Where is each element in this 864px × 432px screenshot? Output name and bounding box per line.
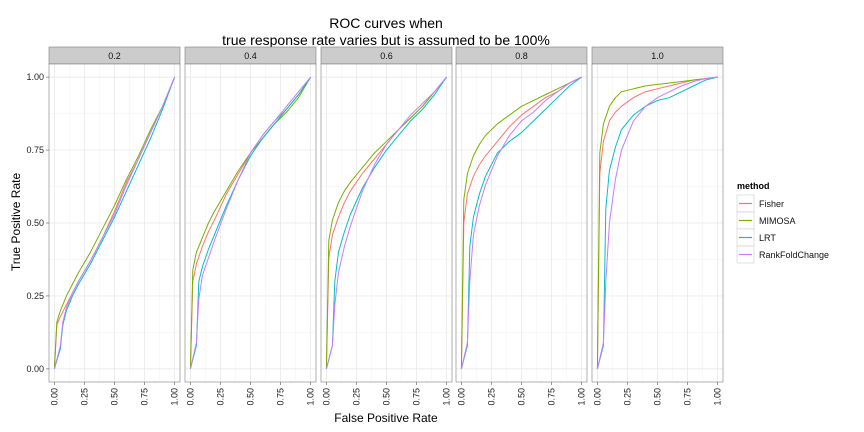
series-line-rankfoldchange-1-0 [596,76,718,369]
x-tick-label: 0.00 [592,388,602,406]
x-axis-title: False Positive Rate [334,411,438,425]
y-tick-label: 0.25 [26,291,44,301]
series-line-rankfoldchange-0-6 [325,76,447,369]
series-line-rankfoldchange-0-4 [189,76,311,369]
x-tick-label: 0.25 [622,388,632,406]
x-tick-label: 0.00 [49,388,59,406]
x-tick-label: 0.50 [382,388,392,406]
chart-title-line-2: true response rate varies but is assumed… [222,32,550,48]
x-tick-label: 1.00 [577,388,587,406]
series-line-rankfoldchange-0-8 [460,76,582,369]
x-tick-label: 1.00 [170,388,180,406]
x-tick-label: 0.50 [517,388,527,406]
y-axis-title: True Positive Rate [9,173,23,272]
x-tick-label: 0.25 [215,388,225,406]
series-line-mimosa-0-6 [325,76,447,369]
legend-item-lrt: LRT [736,228,776,247]
facet-panels: 0.20.00 0.25 0.50 0.75 1.000.000.250.500.751… [26,46,724,406]
x-tick-label: 0.75 [547,388,557,406]
x-tick-label: 0.75 [140,388,150,406]
x-tick-label: 0.00 [456,388,466,406]
series-line-lrt-0-4 [189,76,312,369]
facet-panel-1-0: 1.0 0.00 0.25 0.50 0.75 1.00 [591,46,724,406]
series-line-mimosa-1-0 [596,76,718,369]
legend-item-fisher: Fisher [736,194,784,213]
series-line-mimosa-0-8 [460,76,582,369]
y-tick-label: 1.00 [26,72,44,82]
legend-label: RankFoldChange [759,250,829,260]
facet-strip-label: 0.4 [244,51,257,61]
legend-item-mimosa: MIMOSA [736,211,796,230]
facet-panel-0-4: 0.4 0.00 0.25 0.50 0.75 1.00 [184,46,317,406]
series-line-lrt-0-8 [460,76,582,369]
y-tick-label: 0.00 [26,364,44,374]
x-tick-label: 0.25 [79,388,89,406]
facet-strip-label: 0.2 [108,51,121,61]
legend-label: MIMOSA [759,216,796,226]
series-line-lrt-1-0 [596,76,718,369]
facet-strip-label: 0.8 [515,51,528,61]
chart-title-line-1: ROC curves when [329,15,443,31]
x-tick-label: 0.75 [683,388,693,406]
legend: method Fisher MIMOSA LRT RankFoldChange [736,181,829,264]
y-tick-label: 0.50 [26,218,44,228]
x-tick-label: 0.75 [276,388,286,406]
x-tick-label: 0.50 [653,388,663,406]
facet-strip-label: 0.6 [380,51,393,61]
legend-label: Fisher [759,199,784,209]
facet-panel-0-2: 0.2 0.00 0.25 0.50 0.75 1.00 0.00 0.25 0.50 0.75 1… [26,46,181,406]
legend-label: LRT [759,233,776,243]
series-line-lrt-0-2 [53,76,176,370]
x-tick-label: 0.50 [110,388,120,406]
x-tick-label: 1.00 [713,388,723,406]
x-tick-label: 1.00 [442,388,452,406]
x-tick-label: 0.00 [185,388,195,406]
series-line-mimosa-0-4 [189,76,312,369]
legend-item-rankfoldchange: RankFoldChange [736,245,829,264]
x-tick-label: 0.25 [351,388,361,406]
x-tick-label: 0.25 [486,388,496,406]
x-tick-label: 1.00 [306,388,316,406]
facet-strip-label: 1.0 [651,51,664,61]
legend-title: method [737,181,770,191]
x-tick-label: 0.75 [412,388,422,406]
x-tick-label: 0.00 [321,388,331,406]
series-line-mimosa-0-2 [53,76,176,369]
series-line-rankfoldchange-0-2 [53,76,176,369]
facet-panel-0-8: 0.8 0.00 0.25 0.50 0.75 1.00 [455,46,588,406]
x-tick-label: 0.50 [246,388,256,406]
y-tick-label: 0.75 [26,145,44,155]
facet-panel-0-6: 0.6 0.00 0.25 0.50 0.75 1.00 [320,46,453,406]
